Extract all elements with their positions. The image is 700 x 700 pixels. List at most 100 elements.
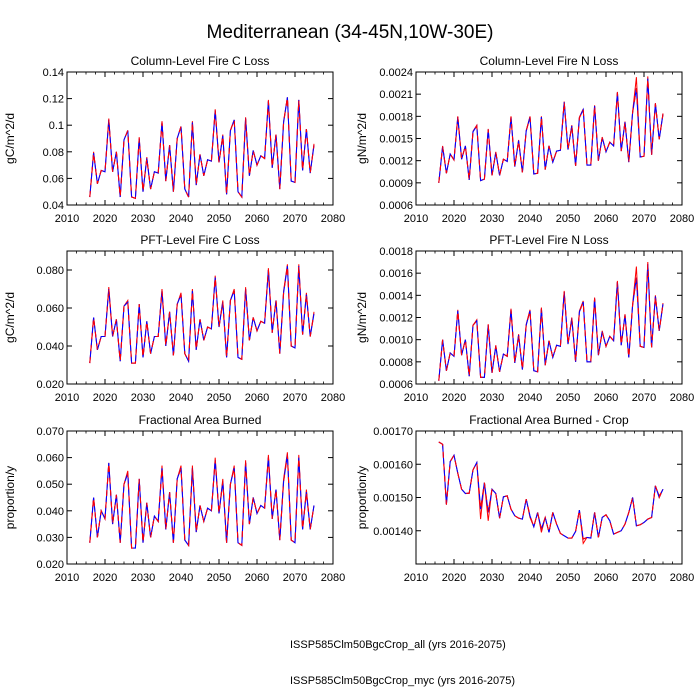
x-tick-label: 2080 [321,392,345,404]
y-tick-label: 0.00160 [373,459,413,471]
x-tick-label: 2020 [93,572,117,584]
y-tick-label: 0.070 [36,426,64,438]
chart-panel-1: Column-Level Fire N Loss gN/m^2/d 2010 2020… [355,54,694,225]
plot-frame [66,250,334,385]
x-tick-label: 2060 [594,392,618,404]
series-all-line [438,78,664,183]
x-tick-label: 2010 [55,572,79,584]
x-tick-label: 2060 [245,392,269,404]
x-tick-label: 2080 [321,572,345,584]
x-tick-label: 2060 [245,213,269,225]
x-tick-label: 2060 [594,572,618,584]
y-tick-label: 0.060 [36,303,64,315]
x-tick-label: 2040 [518,572,542,584]
x-tick-label: 2070 [283,392,307,404]
series-all-line [89,266,315,364]
chart-panel-0: Column-Level Fire C Loss gC/m^2/d 2010 2020… [3,54,345,225]
y-axis-label: gN/m^2/d [355,113,369,164]
y-tick-label: 0.0012 [379,156,413,168]
series-all-dash [438,264,664,381]
y-tick-label: 0.04 [43,200,64,212]
legend-label-all: ISSP585Clm50BgcCrop_all (yrs 2016-2075) [290,639,506,651]
y-tick-label: 0.06 [43,173,64,185]
y-tick-label: 0.0015 [379,134,413,146]
x-tick-label: 2040 [169,213,193,225]
series-all-dash [89,266,315,364]
chart-panel-2: PFT-Level Fire C Loss gC/m^2/d 2010 2020 203… [3,233,345,404]
x-tick-label: 2040 [169,392,193,404]
x-tick-label: 2040 [518,213,542,225]
y-tick-label: 0.0021 [379,89,413,101]
x-tick-label: 2050 [556,392,580,404]
x-tick-label: 2080 [670,392,694,404]
plot-frame [66,430,334,565]
x-tick-label: 2020 [93,213,117,225]
plot-frame [66,71,334,206]
y-tick-label: 0.00140 [373,526,413,538]
y-tick-label: 0.14 [43,67,64,79]
y-tick-label: 0.0012 [379,313,413,325]
legend: ISSP585Clm50BgcCrop_all (yrs 2016-2075) … [160,636,580,696]
y-tick-label: 0.12 [43,94,64,106]
y-tick-label: 0.0014 [379,290,413,302]
y-tick-label: 0.040 [36,506,64,518]
panel-title: Column-Level Fire C Loss [131,54,270,68]
x-tick-label: 2070 [283,572,307,584]
y-tick-label: 0.040 [36,341,64,353]
x-tick-label: 2040 [169,572,193,584]
y-tick-label: 0.0018 [379,246,413,258]
chart-panel-3: PFT-Level Fire N Loss gN/m^2/d 2010 2020 203… [355,233,694,404]
x-tick-label: 2020 [442,392,466,404]
x-tick-label: 2050 [556,572,580,584]
y-tick-label: 0.0016 [379,268,413,280]
legend-entry-myc: ISSP585Clm50BgcCrop_myc (yrs 2016-2075) [160,672,580,692]
y-tick-label: 0.080 [36,265,64,277]
x-tick-label: 2010 [55,213,79,225]
y-axis-label: gC/m^2/d [3,113,17,164]
series-myc-line [438,441,664,545]
x-tick-label: 2020 [442,572,466,584]
x-tick-label: 2080 [670,572,694,584]
y-axis-label: proportion/y [355,466,369,529]
y-tick-label: 0.1 [49,120,64,132]
series-all-dash [438,441,664,540]
legend-entry-all: ISSP585Clm50BgcCrop_all (yrs 2016-2075) [160,636,580,656]
plot-frame [415,430,683,565]
x-tick-label: 2020 [442,213,466,225]
y-tick-label: 0.020 [36,379,64,391]
x-tick-label: 2010 [404,392,428,404]
x-tick-label: 2050 [207,572,231,584]
x-tick-label: 2050 [207,213,231,225]
x-tick-label: 2070 [632,572,656,584]
x-tick-label: 2060 [594,213,618,225]
y-tick-label: 0.0010 [379,335,413,347]
panel-title: Fractional Area Burned [139,413,262,427]
series-myc-line [438,262,664,381]
legend-label-myc: ISSP585Clm50BgcCrop_myc (yrs 2016-2075) [290,675,515,687]
figure-title: Mediterranean (34-45N,10W-30E) [206,22,494,43]
y-axis-label: proportion/y [3,466,17,529]
panel-title: Column-Level Fire N Loss [480,54,619,68]
y-tick-label: 0.0009 [379,178,413,190]
y-tick-label: 0.00170 [373,426,413,438]
y-axis-label: gN/m^2/d [355,292,369,343]
x-tick-label: 2070 [632,392,656,404]
y-tick-label: 0.030 [36,532,64,544]
x-tick-label: 2030 [480,213,504,225]
y-tick-label: 0.0006 [379,200,413,212]
x-tick-label: 2010 [55,392,79,404]
series-all-dash [89,454,315,549]
series-all-dash [438,78,664,183]
plot-frame [415,71,683,206]
y-tick-label: 0.0024 [379,67,413,79]
series-all-dash [89,97,315,200]
y-axis-label: gC/m^2/d [3,292,17,343]
series-all-line [89,454,315,549]
series-myc-line [438,76,664,183]
panel-title: PFT-Level Fire N Loss [489,233,608,247]
panel-title: PFT-Level Fire C Loss [140,233,259,247]
y-tick-label: 0.00150 [373,493,413,505]
series-all-line [438,264,664,381]
plot-frame [415,250,683,385]
